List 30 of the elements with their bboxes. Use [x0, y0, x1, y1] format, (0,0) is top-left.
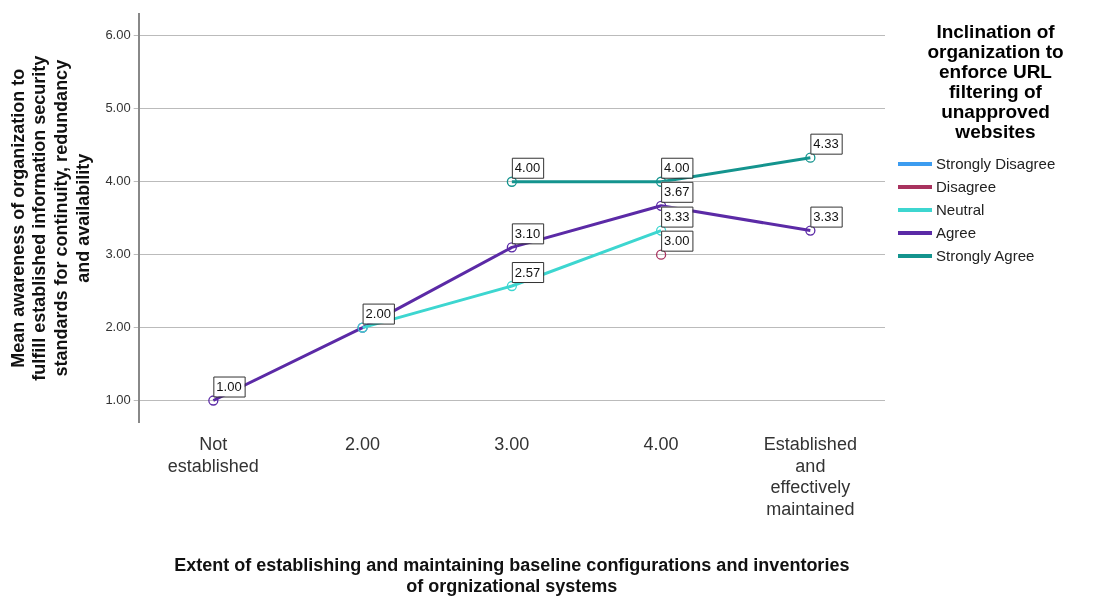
- legend-label: Strongly Agree: [936, 247, 1035, 264]
- legend-label: Disagree: [936, 178, 997, 195]
- legend-label: Strongly Disagree: [936, 155, 1056, 172]
- data-label: 4.33: [813, 136, 839, 152]
- data-label: 3.67: [664, 184, 690, 200]
- data-label: 3.33: [664, 209, 690, 225]
- x-tick-label: 3.00: [494, 434, 530, 455]
- data-label: 4.00: [664, 160, 690, 176]
- legend-label: Neutral: [936, 201, 985, 218]
- data-label: 1.00: [216, 379, 242, 395]
- y-tick-label: 3.00: [105, 246, 131, 262]
- x-axis-title: Extent of establishing and maintaining baseline configurations and inventories of orgnizational systems: [174, 554, 850, 597]
- y-tick-label: 6.00: [105, 27, 131, 43]
- x-tick-label: Not established: [167, 434, 259, 476]
- y-tick-label: 4.00: [105, 173, 131, 189]
- y-tick-label: 2.00: [105, 319, 131, 335]
- x-tick-label: 2.00: [345, 434, 381, 455]
- x-tick-label: 4.00: [643, 434, 679, 455]
- data-label: 3.10: [514, 225, 541, 241]
- data-label: 3.33: [813, 209, 839, 225]
- data-label: 3.00: [664, 233, 690, 249]
- y-tick-label: 1.00: [105, 392, 131, 408]
- data-label: 2.57: [514, 264, 541, 280]
- y-tick-label: 5.00: [105, 100, 131, 116]
- legend-label: Agree: [936, 224, 977, 241]
- data-label: 2.00: [365, 306, 391, 322]
- y-axis-title: Mean awareness of organization to fulfill established information security standards for continuity, redundancy and availability: [7, 55, 93, 381]
- data-label: 4.00: [514, 160, 541, 176]
- legend-title: Inclination of organization to enforce URL filtering of unapproved websites: [926, 21, 1065, 142]
- x-tick-label: Established and effectively maintained: [763, 434, 857, 519]
